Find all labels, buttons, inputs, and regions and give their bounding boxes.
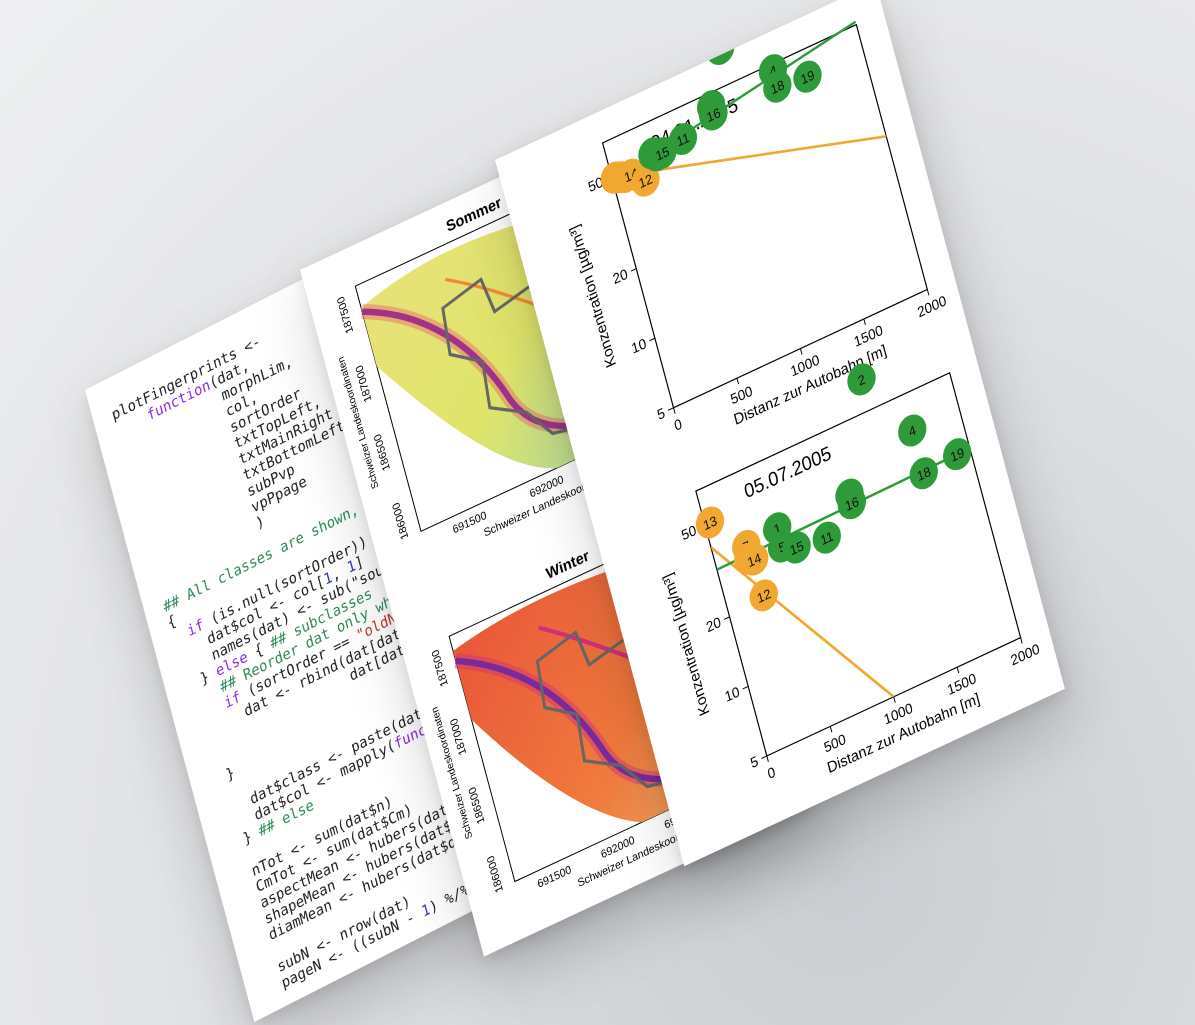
x-tick-mark [926, 289, 930, 296]
data-point-label: 5 [777, 538, 787, 556]
x-tick-mark [829, 726, 833, 733]
data-point [740, 543, 769, 576]
y-tick-mark [667, 407, 674, 411]
data-point-label: 2 [856, 371, 866, 389]
winter-x-tick-1: 691500 [536, 864, 572, 891]
data-point [909, 457, 938, 490]
data-point [668, 123, 698, 156]
y-tick-label: 50 [586, 173, 604, 195]
y-axis-label: Konzentration [µg/m³] [567, 222, 620, 370]
data-point [812, 521, 841, 554]
x-tick-mark [736, 377, 740, 385]
data-point-label: 18 [769, 77, 786, 98]
data-point-label: 4 [907, 422, 917, 440]
x-tick-mark [956, 666, 960, 674]
data-point-label: 11 [675, 129, 691, 149]
y-tick-mark [649, 337, 656, 342]
y-tick-label: 10 [630, 335, 648, 357]
y-tick-mark [742, 685, 749, 690]
data-point [793, 60, 822, 93]
data-point [705, 32, 735, 66]
data-point [847, 363, 876, 396]
summer-y-tick-1: 186000 [391, 500, 411, 541]
x-tick-mark [766, 755, 769, 763]
x-tick-mark [1020, 637, 1023, 644]
data-point [782, 531, 811, 564]
winter-y-tick-1: 186000 [485, 853, 505, 894]
data-point-label: 16 [843, 493, 860, 514]
data-point [699, 98, 728, 131]
data-point-label: 18 [915, 463, 932, 484]
y-tick-label: 10 [723, 683, 741, 705]
plot-title: 05.07.2005 [742, 443, 834, 504]
data-point-label: 1 [772, 520, 782, 538]
summer-x-tick-1: 691500 [452, 509, 488, 536]
data-point-label: 15 [654, 143, 671, 164]
y-axis-label: Konzentration [µg/m³] [660, 570, 713, 718]
summer-y-tick-4: 187500 [335, 294, 355, 335]
code-line: } [209, 764, 237, 792]
y-tick-label: 5 [749, 752, 760, 771]
x-tick-label: 2000 [1009, 640, 1042, 669]
winter-title: Winter [544, 547, 591, 583]
data-point-label: 16 [705, 105, 722, 126]
x-tick-label: 2000 [916, 292, 949, 321]
x-tick-label: 0 [766, 763, 777, 782]
x-tick-mark [799, 348, 803, 355]
data-point [898, 414, 927, 447]
y-tick-mark [723, 616, 730, 620]
winter-y-tick-4: 187500 [430, 647, 450, 688]
y-tick-label: 20 [611, 265, 629, 287]
x-tick-mark [863, 318, 866, 326]
x-tick-mark [673, 407, 676, 414]
data-point [695, 506, 725, 539]
data-point [631, 164, 660, 197]
summer-title: Sommer [444, 194, 503, 236]
y-tick-label: 50 [680, 521, 698, 543]
data-point-label: 4 [768, 62, 778, 80]
y-tick-label: 20 [704, 613, 722, 635]
data-point-label: 19 [799, 67, 816, 88]
data-point [943, 438, 972, 471]
data-point-label: 15 [788, 538, 805, 559]
data-point-label: 11 [819, 528, 835, 548]
scatter-sheet: 04.01.2005 0 500 1000 1500 2000 Distanz zur Au… [495, 0, 1065, 867]
data-point-label: 12 [755, 586, 772, 607]
data-point [763, 70, 792, 103]
y-tick-label: 5 [655, 404, 666, 423]
x-tick-mark [893, 696, 896, 703]
code-line: { [166, 612, 178, 633]
data-point-label: 19 [949, 444, 966, 465]
data-point-label: 14 [746, 550, 763, 571]
x-tick-label: 0 [672, 415, 683, 434]
data-point-label: 13 [702, 513, 719, 534]
y-tick-mark [761, 755, 767, 759]
data-point [837, 487, 867, 520]
data-point [749, 579, 778, 612]
y-tick-mark [630, 268, 637, 272]
data-point-label: 12 [637, 171, 654, 192]
